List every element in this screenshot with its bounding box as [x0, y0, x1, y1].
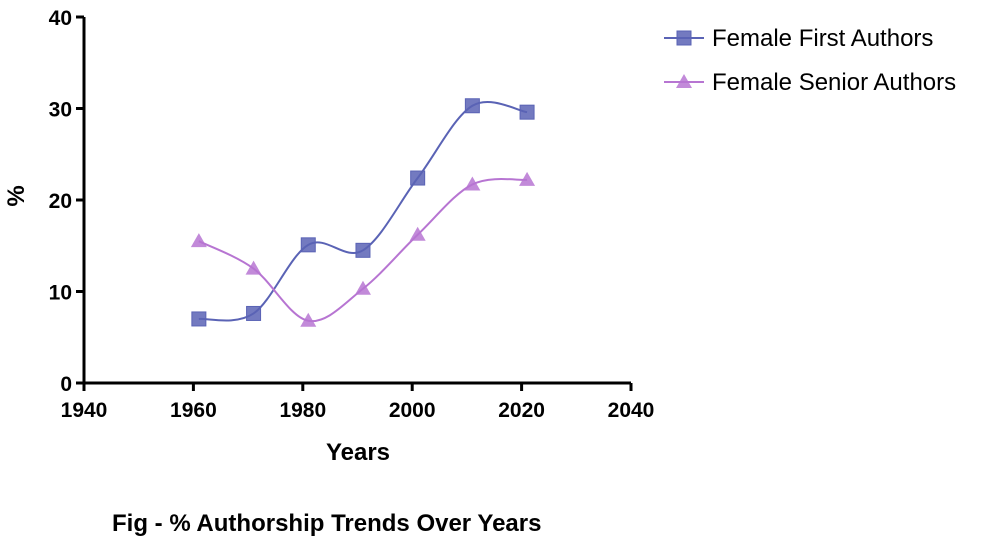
legend-label: Female First Authors: [712, 25, 933, 52]
tick-labels: 1940 1960 1980 2000 2020 2040 0 10 20 30 40: [49, 7, 655, 422]
legend-label: Female Senior Authors: [712, 69, 956, 96]
data-point: [300, 312, 317, 327]
x-tick-label: 2040: [608, 399, 655, 422]
figure-caption: Fig - % Authorship Trends Over Years: [112, 510, 541, 537]
legend-item: Female First Authors: [664, 25, 933, 52]
x-tick-label: 1940: [61, 399, 108, 422]
data-point: [519, 171, 536, 186]
data-point: [190, 233, 207, 248]
data-point: [464, 176, 481, 191]
data-point: [245, 260, 262, 275]
data-point: [410, 170, 426, 186]
y-tick-label: 40: [49, 7, 72, 30]
data-point: [519, 104, 535, 120]
x-tick-label: 2000: [389, 399, 436, 422]
data-point: [409, 226, 426, 241]
data-point: [355, 242, 371, 258]
legend-item: Female Senior Authors: [664, 69, 956, 96]
x-axis-title: Years: [326, 439, 390, 466]
data-point: [300, 237, 316, 253]
legend-marker: [676, 30, 692, 46]
x-tick-label: 2020: [498, 399, 545, 422]
series-1: [191, 98, 535, 327]
series-2: [190, 171, 536, 327]
data-point: [191, 311, 207, 327]
y-tick-label: 0: [60, 373, 72, 396]
y-tick-label: 30: [49, 99, 72, 122]
axes: [76, 15, 633, 391]
x-tick-label: 1960: [170, 399, 217, 422]
x-tick-label: 1980: [279, 399, 326, 422]
legend: Female First Authors Female Senior Author…: [664, 25, 956, 96]
series-group: [190, 98, 536, 327]
legend-marker: [676, 74, 692, 88]
y-tick-label: 10: [49, 282, 72, 305]
y-axis-title: %: [3, 185, 30, 206]
data-point: [464, 98, 480, 114]
data-point: [246, 305, 262, 321]
y-tick-label: 20: [49, 190, 72, 213]
data-point: [354, 280, 371, 295]
